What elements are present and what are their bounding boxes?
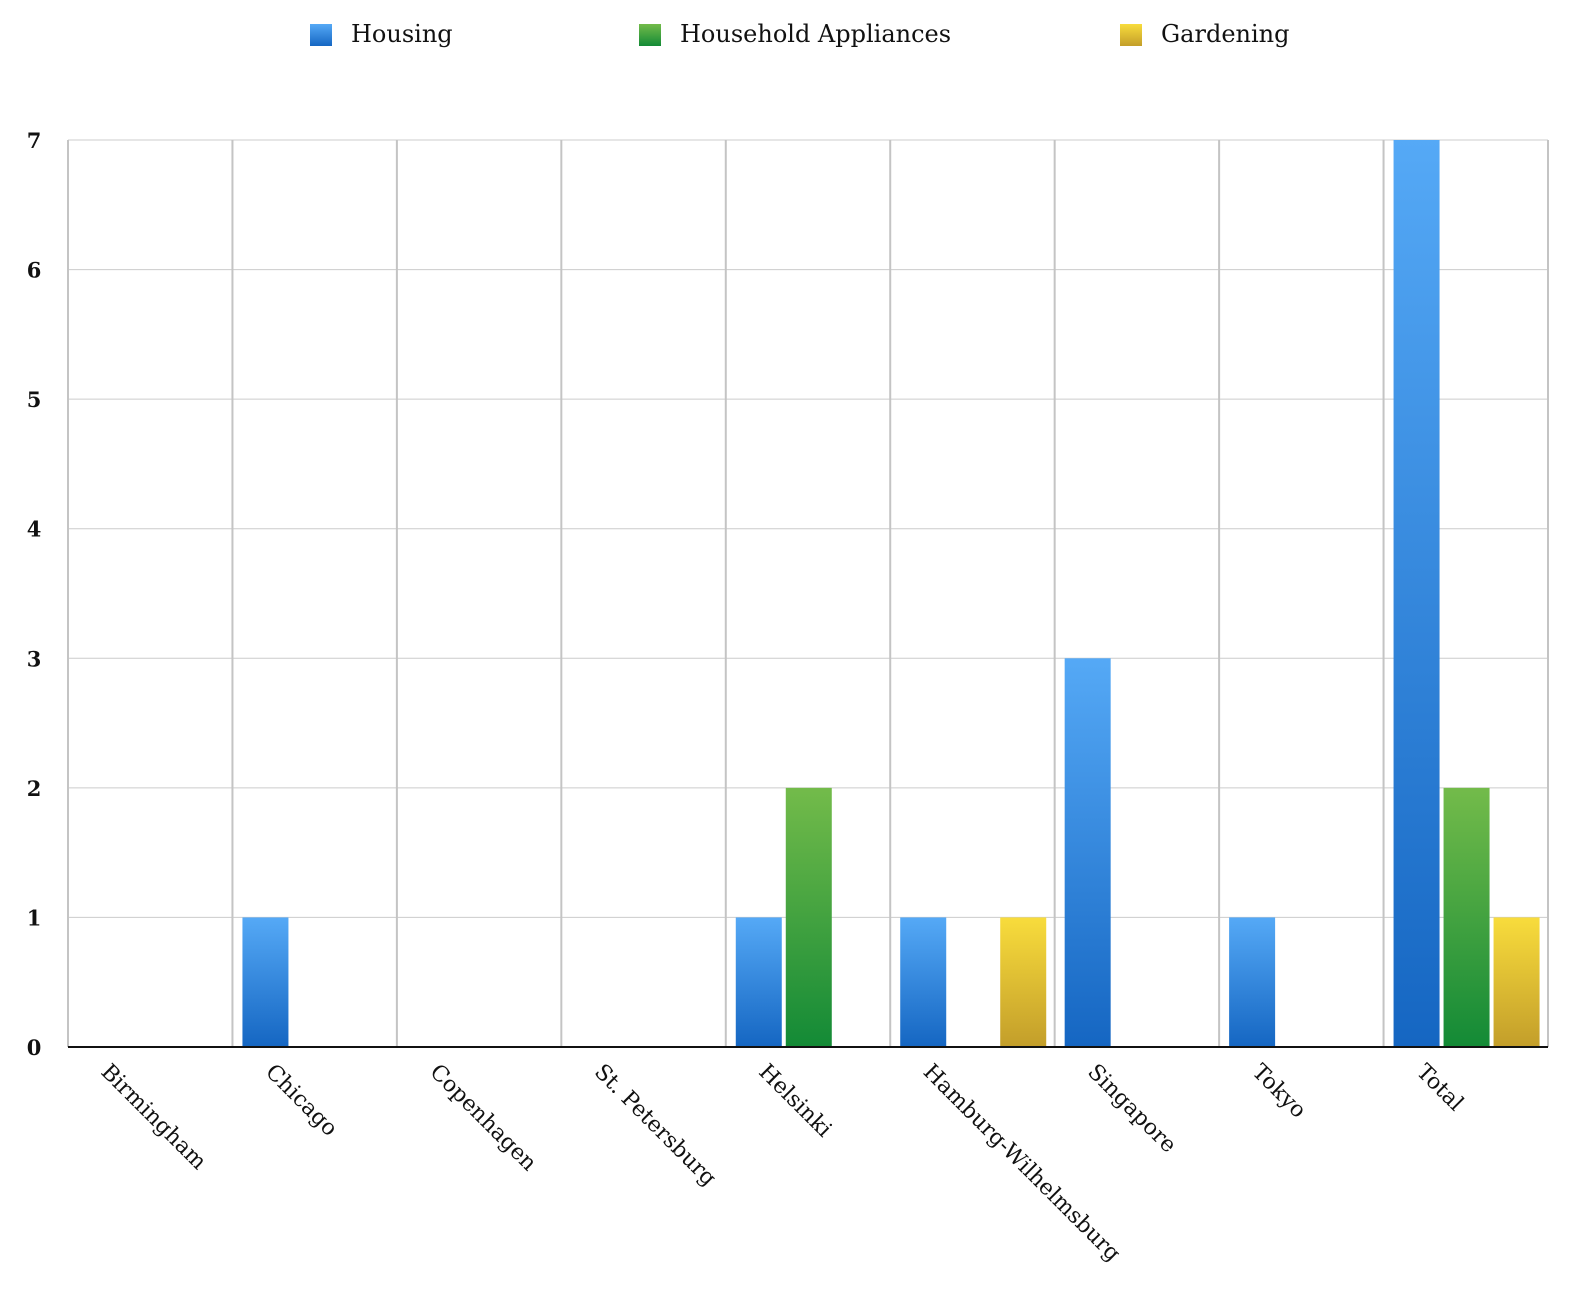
y-tick-label-5: 5 — [27, 387, 42, 412]
x-tick-label-hamburg-wilhelmsburg: Hamburg-Wilhelmsburg — [918, 1060, 1125, 1267]
x-tick-label-total: Total — [1411, 1060, 1468, 1117]
legend-item-housing: Housing — [310, 20, 453, 48]
y-tick-label-0: 0 — [27, 1035, 42, 1060]
x-tick-label-st-petersburg: St. Petersburg — [589, 1060, 721, 1192]
y-tick-label-2: 2 — [27, 776, 42, 801]
x-tick-label-tokyo: Tokyo — [1247, 1060, 1311, 1124]
y-axis: 0 1 2 3 4 5 6 7 — [27, 128, 42, 1060]
x-tick-label-copenhagen: Copenhagen — [425, 1060, 542, 1177]
bar-gardening-total — [1493, 917, 1540, 1047]
y-tick-label-1: 1 — [27, 905, 42, 930]
legend-label-housing: Housing — [351, 20, 453, 48]
y-tick-label-4: 4 — [27, 517, 42, 542]
bar-gardening-hamburg-wilhelmsburg — [1000, 917, 1047, 1047]
legend-label-gardening: Gardening — [1161, 20, 1289, 48]
x-tick-label-chicago: Chicago — [260, 1060, 342, 1142]
bar-household-appliances-total — [1443, 787, 1490, 1047]
legend-item-gardening: Gardening — [1120, 20, 1289, 48]
grid — [67, 139, 1549, 1047]
legend-swatch-housing — [310, 24, 332, 46]
legend-swatch-gardening — [1120, 24, 1142, 46]
bar-housing-tokyo — [1229, 917, 1276, 1047]
bars — [242, 140, 1540, 1047]
bar-housing-total — [1393, 140, 1440, 1047]
y-tick-label-6: 6 — [27, 258, 42, 283]
x-tick-label-singapore: Singapore — [1082, 1060, 1181, 1159]
bar-household-appliances-helsinki — [785, 787, 832, 1047]
legend-swatch-household-appliances — [639, 24, 661, 46]
legend: Housing Household Appliances Gardening — [310, 20, 1289, 48]
legend-label-household-appliances: Household Appliances — [680, 20, 951, 48]
bar-housing-singapore — [1064, 658, 1111, 1047]
bar-housing-helsinki — [735, 917, 782, 1047]
y-tick-label-7: 7 — [27, 128, 42, 153]
bar-housing-hamburg-wilhelmsburg — [900, 917, 947, 1047]
x-axis: Birmingham Chicago Copenhagen St. Petersbur… — [68, 1046, 1548, 1267]
x-tick-label-birmingham: Birmingham — [96, 1060, 211, 1175]
legend-item-household-appliances: Household Appliances — [639, 20, 951, 48]
y-tick-label-3: 3 — [27, 646, 42, 671]
x-tick-label-helsinki: Helsinki — [754, 1060, 837, 1143]
bar-housing-chicago — [242, 917, 289, 1047]
